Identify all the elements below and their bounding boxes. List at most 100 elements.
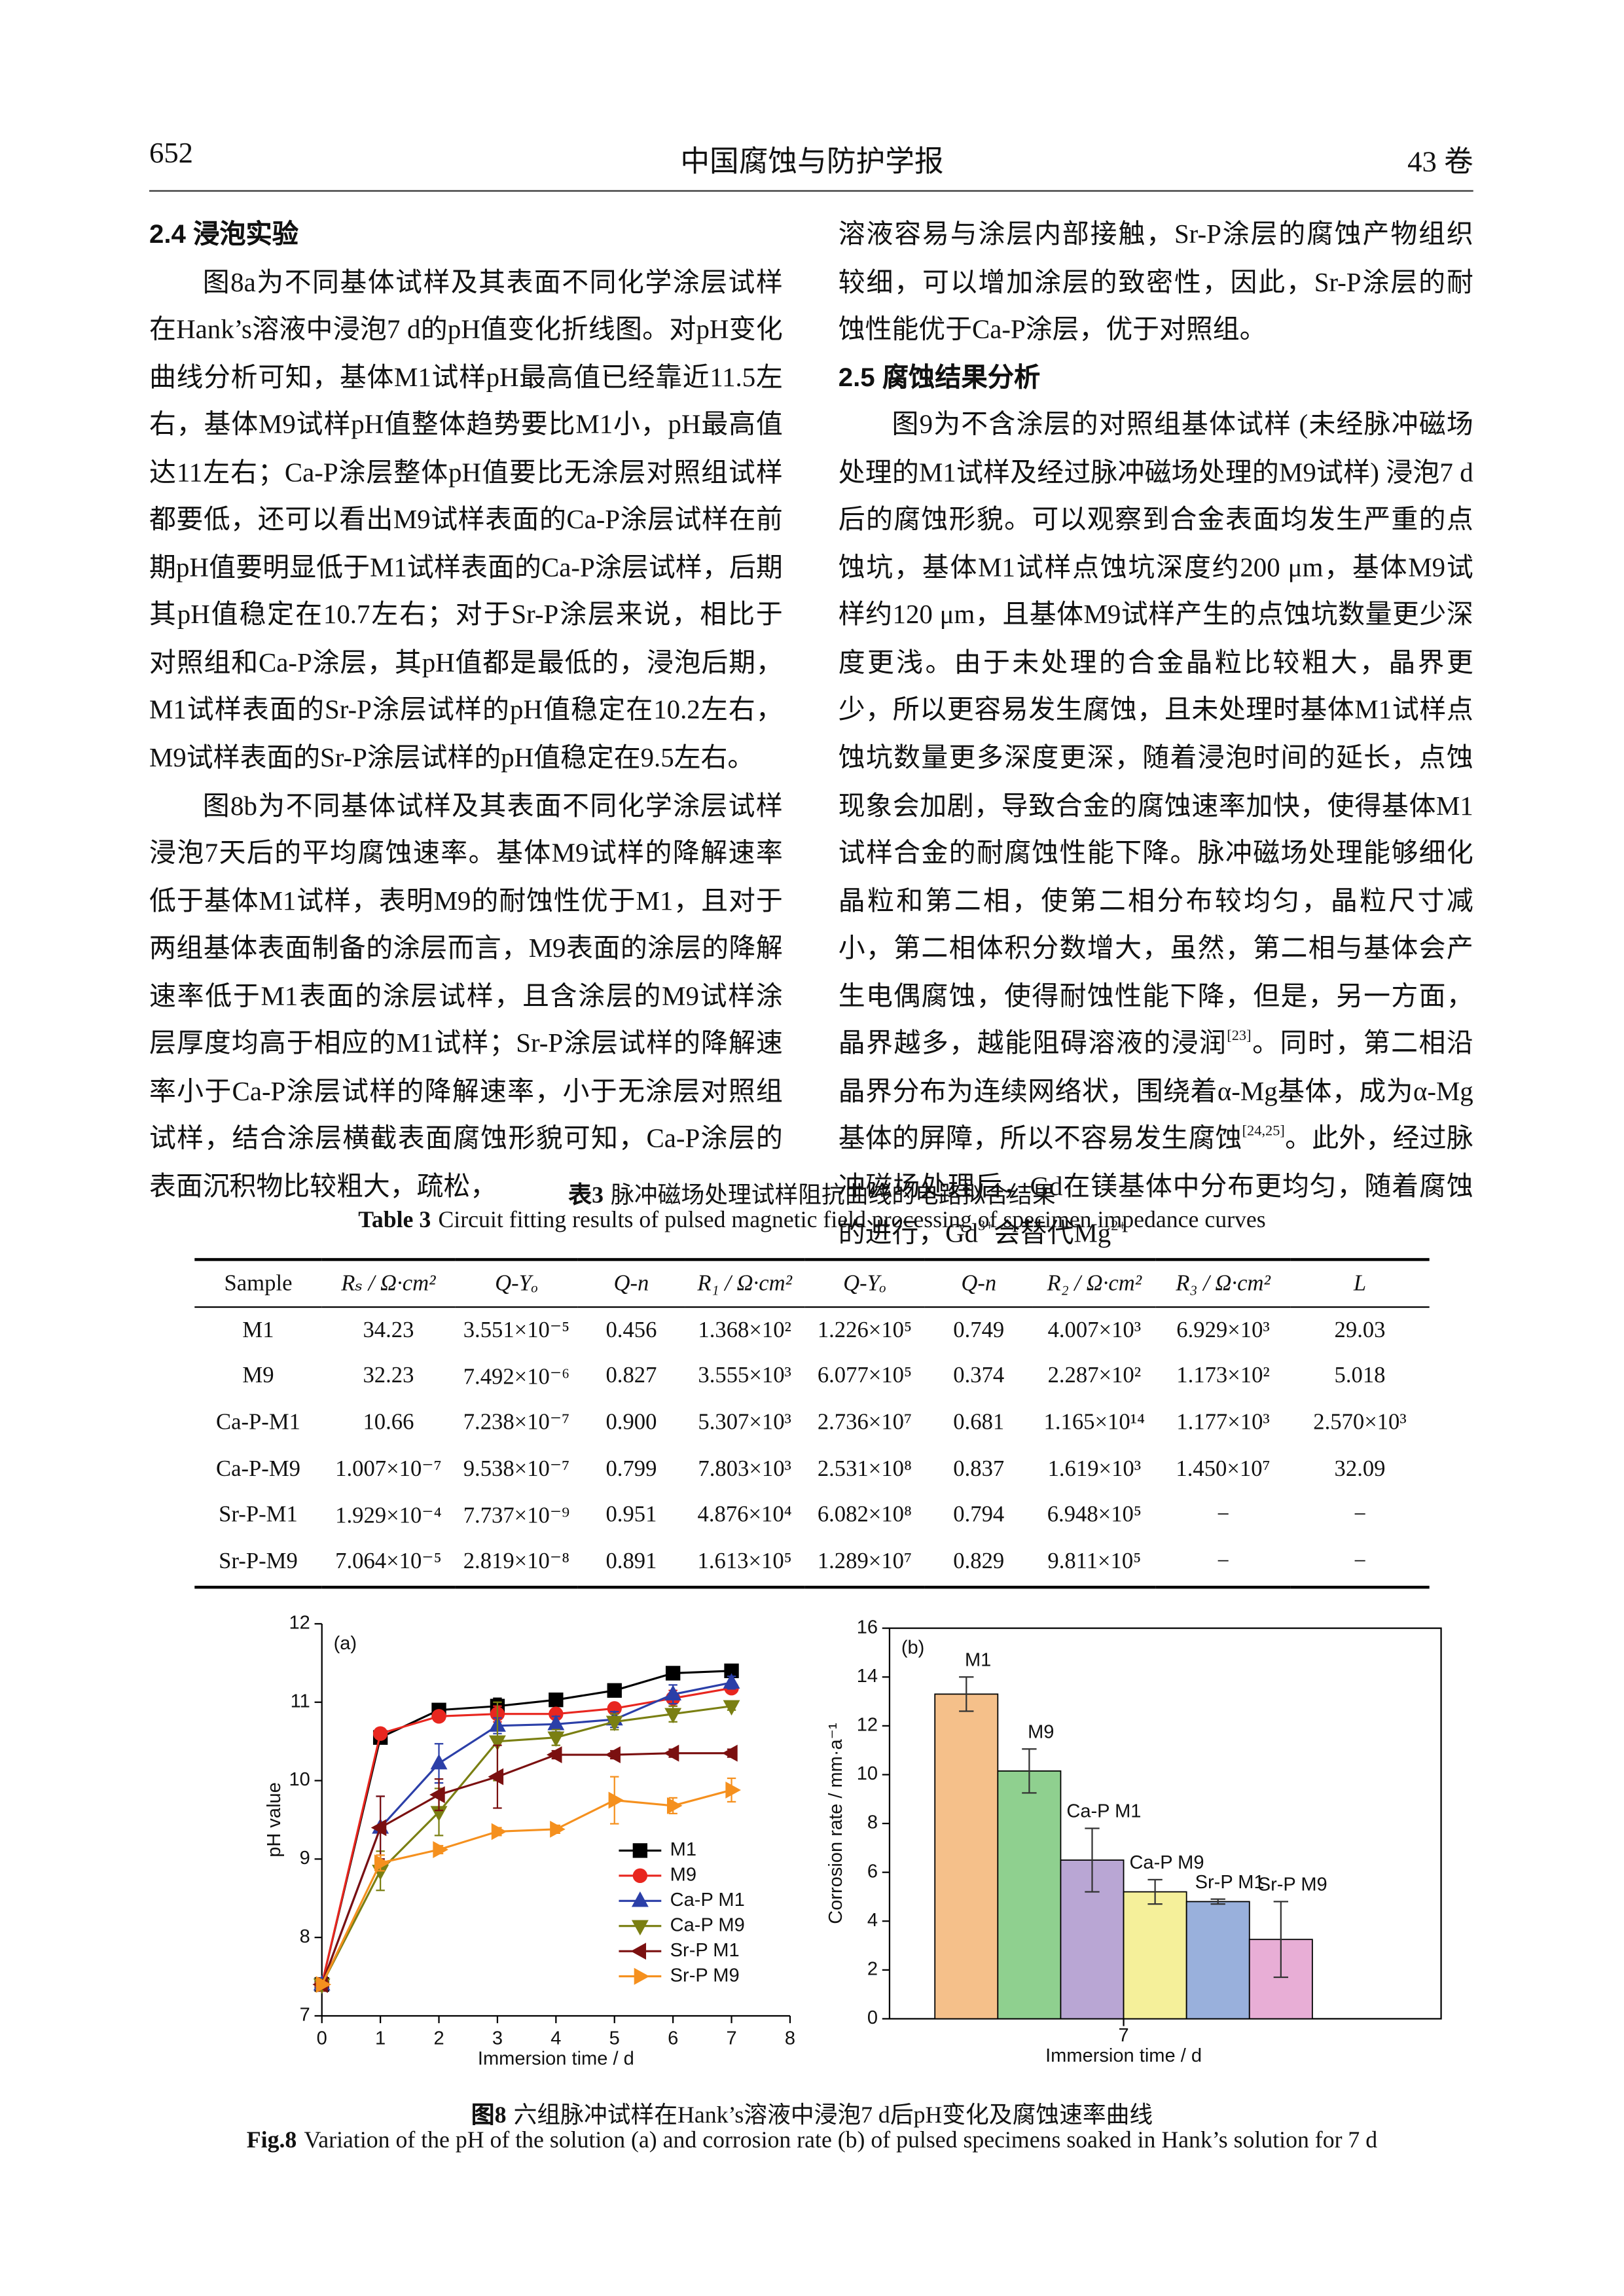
table-caption-cn: 表3 脉冲磁场处理试样阻抗曲线的电路拟合结果 <box>0 1175 1624 1210</box>
error-bar <box>959 1676 974 1712</box>
y-tick-label: 6 <box>867 1861 878 1882</box>
series-line <box>321 1670 732 1985</box>
table-row: Sr-P-M9 7.064×10⁻⁵ 2.819×10⁻⁸ 0.891 1.613×10… <box>194 1539 1430 1588</box>
legend-marker <box>634 1967 650 1985</box>
bar-label: Ca-P M9 <box>1129 1852 1204 1873</box>
marker <box>488 1735 506 1751</box>
data-table: Sample Rₛ / Ω·cm² Q-Yₒ Q-n R₁ / Ω·cm² Q-Yₒ Q-n… <box>194 1258 1430 1588</box>
column-header: Rₛ / Ω·cm² <box>321 1258 456 1308</box>
marker <box>550 1820 566 1838</box>
y-tick-label: 0 <box>867 2007 878 2028</box>
panel-label: (b) <box>901 1638 925 1659</box>
table-cell: 0.749 <box>953 1318 1005 1343</box>
table-cell: 1.929×10⁻⁴ <box>335 1503 442 1528</box>
table-cell: 1.007×10⁻⁷ <box>335 1457 442 1482</box>
table-cell: 1.165×10¹⁴ <box>1043 1410 1146 1435</box>
table-row: Ca-P-M1 10.66 7.238×10⁻⁷ 0.900 5.307×10³ 2.73… <box>194 1400 1429 1446</box>
table-cell: 1.619×10³ <box>1047 1456 1142 1482</box>
caption-text: Circuit fitting results of pulsed magnet… <box>438 1208 1266 1234</box>
table-cell: 2.819×10⁻⁸ <box>455 1539 578 1588</box>
marker <box>431 1709 446 1724</box>
table-cell: 29.03 <box>1334 1318 1386 1343</box>
legend-label: Sr-P M1 <box>670 1940 740 1961</box>
caption-label: Table 3 <box>358 1208 431 1234</box>
y-tick-label: 14 <box>857 1666 878 1687</box>
table-cell: − <box>1353 1502 1367 1528</box>
table-row: M1 34.23 3.551×10⁻⁵ 0.456 1.368×10² 1.226×10⁵… <box>194 1307 1429 1354</box>
x-tick-label: 1 <box>375 2028 386 2049</box>
legend-marker <box>632 1868 648 1884</box>
text-run: 。同时，第二相沿晶界分布为连续网络状，围绕着α-Mg基体，成为α-Mg基体的屏障… <box>838 1028 1473 1154</box>
superscript: 3+ <box>978 1219 994 1236</box>
bar <box>997 1770 1062 2020</box>
table-cell: 32.23 <box>363 1363 414 1389</box>
table-cell: 6.929×10³ <box>1176 1318 1270 1343</box>
marker <box>608 1791 624 1809</box>
y-tick-label: 12 <box>289 1613 310 1634</box>
x-tick-label: 8 <box>785 2028 795 2049</box>
series-line <box>321 1681 732 1985</box>
x-tick-label: 0 <box>317 2028 327 2049</box>
panel-label: (a) <box>334 1633 357 1654</box>
table-cell: 1.613×10⁵ <box>685 1539 805 1588</box>
x-axis-label: Immersion time / d <box>478 2049 634 2070</box>
x-tick-label: 6 <box>668 2028 678 2049</box>
figure-caption-cn: 图8 六组脉冲试样在Hank’s溶液中浸泡7 d后pH变化及腐蚀速率曲线 <box>0 2095 1624 2130</box>
table-cell: 0.951 <box>605 1502 657 1528</box>
text-run: 图9为不含涂层的对照组基体试样 (未经脉冲磁场处理的M1试样及经过脉冲磁场处理的… <box>838 410 1473 1058</box>
x-tick-label: 4 <box>550 2028 561 2049</box>
legend-marker <box>630 1943 647 1960</box>
table-cell: 0.891 <box>577 1539 685 1588</box>
marker <box>605 1746 621 1763</box>
marker <box>664 1708 682 1724</box>
table-cell: 1.177×10³ <box>1176 1410 1270 1435</box>
error-bar <box>1147 1878 1163 1905</box>
table-cell: 1.368×10² <box>698 1318 791 1343</box>
table-cell: 4.007×10³ <box>1047 1318 1142 1343</box>
marker <box>430 1753 448 1770</box>
table-cell: 9.811×10⁵ <box>1032 1539 1156 1588</box>
series-line <box>321 1687 732 1985</box>
legend-marker <box>631 1891 649 1907</box>
legend-marker <box>631 1920 649 1936</box>
page-number: 652 <box>149 137 194 170</box>
table-cell: M9 <box>242 1363 274 1389</box>
column-header: R₁ / Ω·cm² <box>685 1258 805 1308</box>
marker <box>433 1841 448 1858</box>
table-cell: 5.018 <box>1334 1363 1386 1389</box>
marker <box>666 1797 683 1814</box>
marker <box>722 1744 738 1762</box>
bar <box>1123 1891 1187 2020</box>
paragraph: 图8b为不同基体试样及其表面不同化学涂层试样浸泡7天后的平均腐蚀速率。基体M9试… <box>149 782 783 1211</box>
table-body: M1 34.23 3.551×10⁻⁵ 0.456 1.368×10² 1.226×10⁵… <box>194 1307 1430 1588</box>
table-cell: 2.287×10² <box>1047 1363 1142 1389</box>
table-cell: 9.538×10⁻⁷ <box>463 1457 570 1482</box>
x-tick-label: 3 <box>492 2028 503 2049</box>
legend-label: Ca-P M1 <box>670 1890 745 1910</box>
caption-label: 表3 <box>568 1183 604 1209</box>
table-cell: 7.492×10⁻⁶ <box>463 1365 570 1390</box>
y-tick-label: 9 <box>300 1848 310 1869</box>
paragraph: 溶液容易与涂层内部接触，Sr-P涂层的腐蚀产物组织较细，可以增加涂层的致密性，因… <box>839 211 1473 353</box>
error-bar <box>1085 1827 1100 1893</box>
table-cell: Ca-P-M1 <box>215 1410 300 1435</box>
text-run: 会替代Mg <box>993 1219 1111 1249</box>
table-cell: Sr-P-M1 <box>219 1502 298 1528</box>
table-cell: 1.450×10⁷ <box>1176 1456 1271 1482</box>
marker <box>663 1744 679 1762</box>
table-cell: 10.66 <box>363 1410 414 1435</box>
bar-label: M1 <box>965 1649 991 1670</box>
table-cell: − <box>1290 1539 1430 1588</box>
table-cell: − <box>1155 1539 1291 1588</box>
marker <box>370 1819 387 1837</box>
volume: 43 卷 <box>1407 146 1473 179</box>
table-cell: Ca-P-M9 <box>215 1456 300 1482</box>
table-cell: 1.173×10² <box>1176 1363 1270 1389</box>
error-bar <box>1273 1901 1289 1979</box>
header-rule <box>149 190 1473 192</box>
table-cell: 7.238×10⁻⁷ <box>463 1410 570 1436</box>
table-cell: 7.737×10⁻⁹ <box>463 1503 570 1528</box>
y-tick-label: 8 <box>867 1812 878 1833</box>
column-header: L <box>1290 1258 1430 1308</box>
